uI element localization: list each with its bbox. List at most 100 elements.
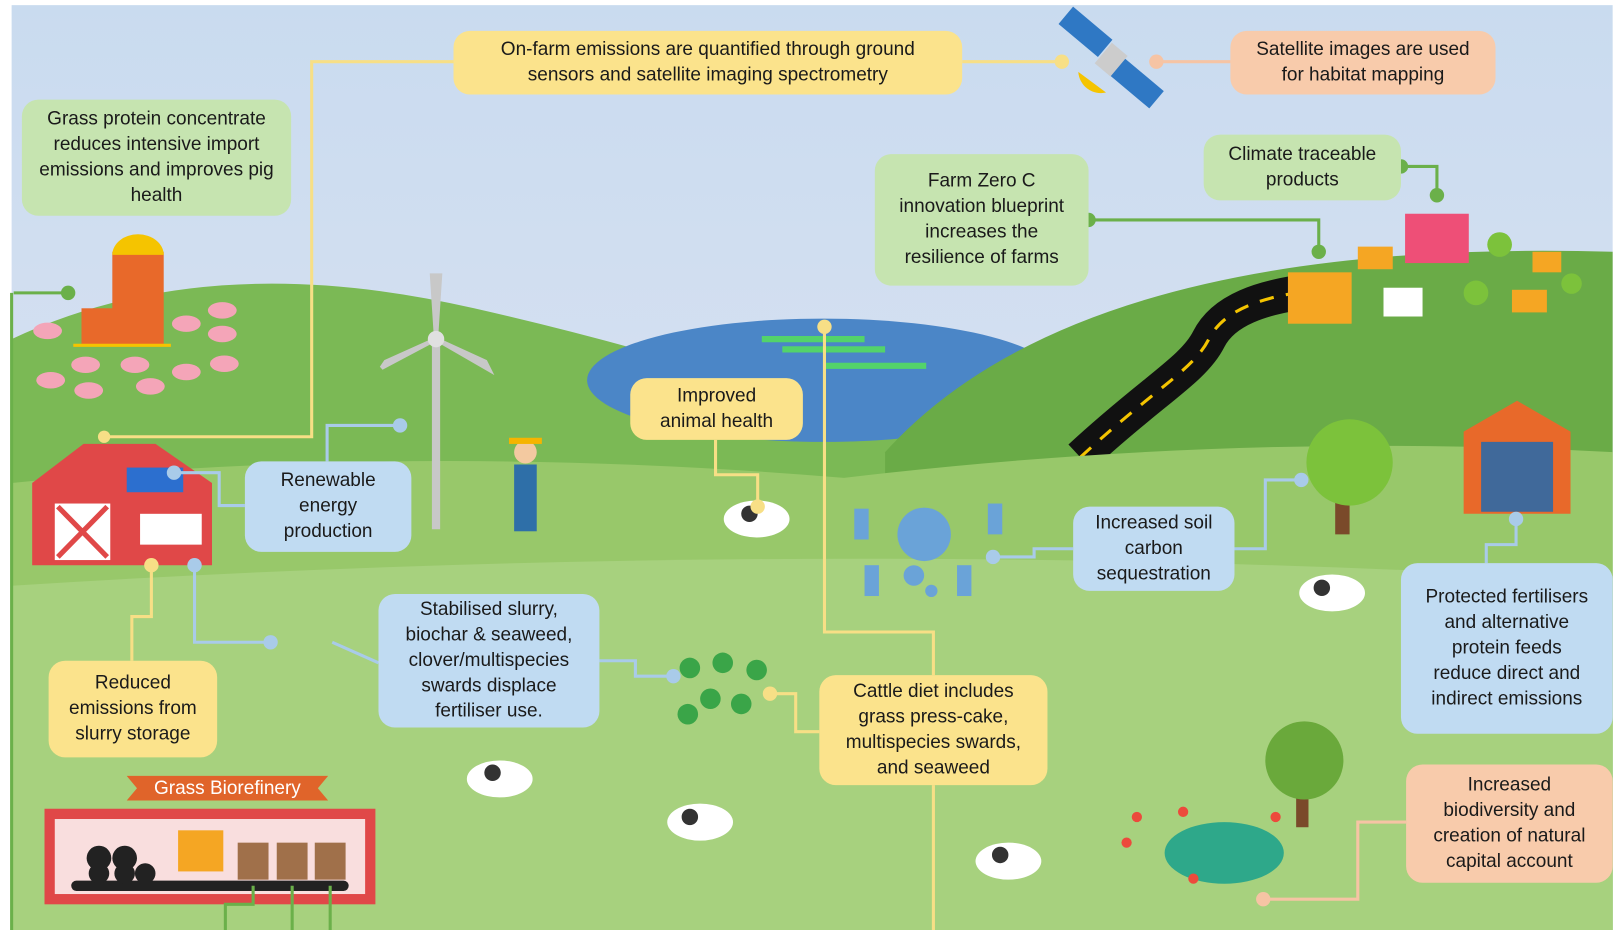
trees-part (1464, 281, 1489, 306)
pond-part-part (1121, 838, 1131, 848)
connector-dots-part (144, 558, 158, 572)
callout-text: multispecies swards, (846, 732, 1021, 753)
pond-part-part (1132, 812, 1142, 822)
cows-part (976, 843, 1042, 880)
pigs-part (208, 302, 237, 318)
cows-part (1314, 580, 1330, 596)
pigs-part (136, 378, 165, 394)
biorefinery-part-part (135, 863, 156, 884)
pigs-part (208, 326, 237, 342)
callout-text: Protected fertilisers (1425, 586, 1588, 607)
callout-text: capital account (1446, 851, 1573, 872)
clovers-part (746, 660, 767, 681)
connector-dots-part (986, 550, 1000, 564)
village-part (1358, 247, 1393, 270)
callout-text: clover/multispecies (409, 650, 570, 671)
pigs-part (172, 315, 201, 331)
callout-text: emissions and improves pig (39, 159, 273, 180)
biorefinery-part-part (89, 863, 110, 884)
cows-part (667, 804, 733, 841)
biorefinery-part (71, 881, 348, 891)
trees-part (1265, 721, 1343, 799)
pond-part-part (1188, 873, 1198, 883)
trees-part (1306, 419, 1392, 505)
callout-text: reduce direct and (1433, 663, 1580, 684)
connector-dots-part (98, 431, 110, 443)
co2-cycle-part (957, 565, 971, 596)
farmer-part (514, 464, 537, 531)
connector-dots-part (61, 286, 75, 300)
callout: On-farm emissions are quantified through… (453, 31, 962, 95)
callout-text: biodiversity and (1443, 800, 1575, 821)
callout-text: protein feeds (1452, 637, 1562, 658)
connector-dots-part (1509, 512, 1523, 526)
connector-dots-part (167, 466, 181, 480)
pond-part-part (1270, 812, 1280, 822)
callout-text: grass press-cake, (858, 706, 1008, 727)
connector-dots-part (187, 558, 201, 572)
connector-dots-part (666, 669, 680, 683)
callout-text: Increased (1468, 774, 1551, 795)
connector-dots-part (1055, 54, 1069, 68)
callout-text: fertiliser use. (435, 701, 543, 722)
trees-part (1487, 232, 1512, 257)
callout: Increased biodiversity and creation of nat… (1406, 765, 1613, 883)
callout-text: and alternative (1444, 612, 1569, 633)
callout-text: carbon (1125, 538, 1183, 559)
silo-part (112, 252, 163, 344)
silo-part (81, 308, 114, 344)
connector-dots-part (1312, 245, 1326, 259)
callout: Improved animal health (630, 378, 803, 440)
callout-text: energy (299, 496, 358, 517)
connector-dots-part (1149, 54, 1163, 68)
cows-part (484, 765, 500, 781)
connector-dots-part (1256, 892, 1270, 906)
callout-text: Farm Zero C (928, 171, 1036, 192)
cows-part (1299, 574, 1365, 611)
co2-cycle-part (854, 509, 868, 540)
village-part (1512, 290, 1547, 313)
village-part (1383, 288, 1422, 317)
connector-dots-part (763, 686, 777, 700)
callout: Protected fertilisers and alternative prot… (1401, 563, 1613, 734)
connector-dots-part (750, 499, 764, 513)
callout-text: innovation blueprint (899, 196, 1065, 217)
connector-dots-part (817, 320, 831, 334)
co2-cycle-part (897, 508, 950, 561)
callout-text: sensors and satellite imaging spectromet… (528, 64, 889, 85)
connector-dots-part (263, 635, 277, 649)
pond-part (1165, 822, 1284, 884)
biorefinery-part (238, 843, 269, 880)
farmer-part (509, 438, 542, 444)
wind-turbine-part (428, 331, 444, 347)
connector-dots-part (393, 418, 407, 432)
callout-text: Increased soil (1095, 512, 1212, 533)
cows-part (682, 809, 698, 825)
village-part (1288, 272, 1352, 323)
callout: Farm Zero C innovation blueprint increases… (875, 154, 1089, 286)
callout-text: biochar & seaweed, (406, 624, 573, 645)
callout-text: reduces intensive import (54, 134, 261, 155)
callout-text: and seaweed (877, 757, 990, 778)
callout-text: Reduced (95, 673, 171, 694)
callout-text: animal health (660, 411, 773, 432)
pigs-part (172, 364, 201, 380)
callout: Satellite images are usedfor habitat map… (1230, 31, 1495, 95)
barn-part (140, 514, 202, 545)
callout-text: health (131, 185, 183, 206)
banner-title: Grass Biorefinery (154, 778, 301, 799)
clovers-part (678, 704, 699, 725)
callout-text: creation of natural (1433, 825, 1585, 846)
callout-text: Improved (677, 385, 756, 406)
callout-text: emissions from (69, 698, 197, 719)
biorefinery-part (277, 843, 308, 880)
clovers-part (680, 658, 701, 679)
pigs-part (74, 382, 103, 398)
callout-text: increases the (925, 222, 1038, 243)
biorefinery-part (315, 843, 346, 880)
pigs-part (121, 357, 150, 373)
callout-text: Renewable (281, 470, 376, 491)
